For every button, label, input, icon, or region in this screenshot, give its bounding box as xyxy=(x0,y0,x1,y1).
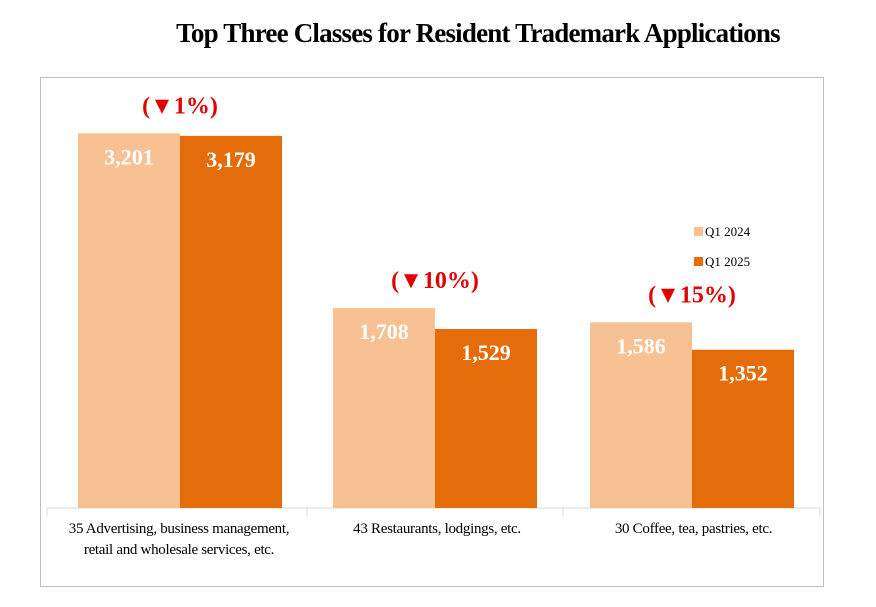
data-label: 1,352 xyxy=(718,361,768,386)
category-label: 43 Restaurants, lodgings, etc. xyxy=(353,521,521,537)
data-label: 3,201 xyxy=(104,144,154,169)
legend-swatch xyxy=(694,227,703,236)
legend-swatch xyxy=(694,257,703,266)
legend-label: Q1 2024 xyxy=(705,224,751,239)
data-label: 1,586 xyxy=(616,333,666,358)
legend-label: Q1 2025 xyxy=(705,254,750,269)
data-label: 1,529 xyxy=(461,340,511,365)
bar-q1-2024 xyxy=(78,133,180,508)
data-label: 3,179 xyxy=(206,147,256,172)
category-label: 35 Advertising, business management, xyxy=(69,521,289,537)
bar-q1-2025 xyxy=(180,136,282,508)
category-label: retail and wholesale services, etc. xyxy=(84,542,274,558)
change-annotation: (▼15%) xyxy=(648,282,736,308)
data-label: 1,708 xyxy=(359,319,409,344)
category-label: 30 Coffee, tea, pastries, etc. xyxy=(615,521,772,537)
change-annotation: (▼10%) xyxy=(391,268,479,294)
change-annotation: (▼1%) xyxy=(142,93,218,119)
